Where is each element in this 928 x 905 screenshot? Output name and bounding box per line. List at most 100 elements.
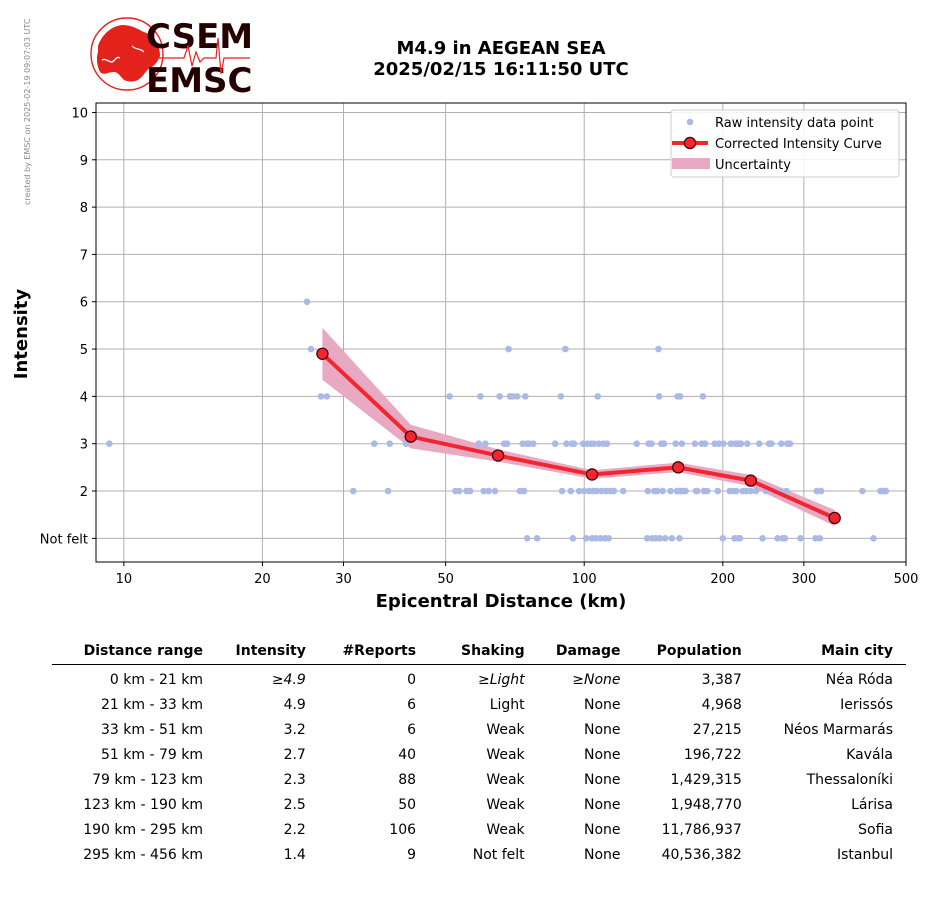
raw-data-point (655, 393, 663, 400)
raw-data-point (371, 440, 378, 448)
col-reports: #Reports (342, 643, 417, 659)
raw-data-point (643, 535, 651, 542)
y-tick-label: 10 (71, 106, 88, 121)
title-line-1: M4.9 in AEGEAN SEA (396, 38, 606, 59)
raw-data-point (661, 535, 669, 542)
raw-data-point (781, 535, 789, 542)
curve-marker (491, 449, 505, 462)
cell-intensity: 3.2 (283, 721, 306, 738)
cell-main-city: Ierissós (840, 696, 893, 713)
raw-data-point (603, 440, 611, 448)
emsc-logo: CSEM EMSC (90, 17, 253, 98)
raw-data-point (505, 345, 512, 353)
cell-intensity: 1.4 (283, 846, 306, 863)
svg-text:CSEM: CSEM (146, 17, 253, 57)
y-tick-label: Not felt (40, 532, 88, 547)
cell-distance-range: 79 km - 123 km (92, 771, 203, 788)
raw-data-point (644, 487, 652, 495)
raw-data-point (533, 535, 541, 542)
raw-data-point (594, 393, 602, 400)
cell-distance-range: 51 km - 79 km (101, 746, 203, 763)
cell-shaking: ≥Light (477, 671, 525, 688)
chart-title: M4.9 in AEGEAN SEA 2025/02/15 16:11:50 U… (330, 38, 672, 80)
raw-data-point (655, 345, 662, 353)
cell-main-city: Sofia (858, 821, 893, 838)
cell-reports: 40 (398, 746, 417, 763)
curve-marker (316, 347, 329, 360)
table-row: 51 km - 79 km 2.7 40 Weak None 196,722 Kavála (52, 742, 906, 767)
raw-data-point (870, 535, 877, 542)
x-tick-label: 50 (437, 572, 454, 587)
raw-data-point (475, 440, 483, 448)
y-tick-label: 8 (80, 201, 88, 216)
raw-data-point (668, 535, 676, 542)
cell-reports: 6 (407, 696, 417, 713)
raw-data-point (678, 440, 686, 448)
cell-damage: None (583, 796, 621, 813)
raw-data-point (752, 487, 760, 495)
raw-data-point (653, 487, 661, 495)
legend-label: Uncertainty (715, 158, 791, 173)
raw-data-point (513, 393, 521, 400)
col-population: Population (656, 643, 742, 659)
cell-population: 40,536,382 (661, 846, 742, 863)
raw-data-point (562, 345, 569, 353)
raw-data-point (563, 440, 570, 448)
raw-data-point (323, 393, 331, 400)
raw-data-point (747, 487, 755, 495)
raw-data-point (598, 487, 605, 495)
raw-data-point (715, 440, 723, 448)
legend-raw-marker (686, 118, 694, 126)
cell-intensity: 2.7 (283, 746, 306, 763)
table-row: 79 km - 123 km 2.3 88 Weak None 1,429,315 Thes… (52, 767, 906, 792)
table-row: 190 km - 295 km 2.2 106 Weak None 11,786,937 S… (52, 817, 906, 842)
cell-shaking: Weak (486, 771, 525, 788)
x-tick-label: 300 (791, 572, 816, 587)
cell-shaking: Weak (486, 796, 525, 813)
table-header-row: Distance range Intensity #Reports Shakin… (52, 640, 906, 665)
raw-data-point (699, 393, 707, 400)
cell-distance-range: 123 km - 190 km (83, 796, 203, 813)
raw-data-point (590, 440, 598, 448)
raw-data-point (317, 393, 325, 400)
raw-data-point (567, 487, 575, 495)
raw-data-point (656, 535, 664, 542)
cell-intensity: 2.2 (283, 821, 306, 838)
raw-data-point (558, 487, 566, 495)
col-main-city: Main city (821, 643, 893, 659)
x-tick-label: 20 (254, 572, 271, 587)
cell-population: 3,387 (701, 671, 742, 688)
raw-points (106, 298, 890, 542)
y-axis-ticks: Not felt 2 3 4 5 6 7 8 9 10 (40, 106, 96, 547)
cell-damage: None (583, 771, 621, 788)
legend-label: Raw intensity data point (715, 116, 874, 131)
raw-data-point (595, 440, 602, 448)
raw-data-point (633, 440, 640, 448)
raw-data-point (520, 487, 528, 495)
raw-data-point (582, 535, 590, 542)
raw-data-point (480, 487, 488, 495)
cell-intensity: 4.9 (283, 696, 306, 713)
raw-data-point (703, 487, 711, 495)
col-distance-range: Distance range (83, 643, 203, 659)
raw-data-point (466, 487, 474, 495)
raw-data-point (402, 440, 410, 448)
uncertainty-area (322, 327, 835, 527)
raw-data-point (610, 487, 618, 495)
raw-data-point (386, 440, 394, 448)
raw-data-point (580, 487, 588, 495)
cell-main-city: Lárisa (851, 796, 893, 813)
raw-data-point (719, 535, 727, 542)
raw-data-point (676, 535, 683, 542)
x-tick-label: 100 (572, 572, 597, 587)
raw-data-point (485, 487, 492, 495)
raw-data-point (569, 535, 577, 542)
y-tick-label: 3 (80, 438, 88, 453)
cell-population: 1,948,770 (670, 796, 742, 813)
cell-reports: 50 (398, 796, 417, 813)
cell-distance-range: 21 km - 33 km (101, 696, 203, 713)
x-tick-label: 500 (894, 572, 919, 587)
cell-shaking: Weak (486, 746, 525, 763)
globe-icon (90, 17, 164, 91)
legend-curve-marker (683, 136, 697, 150)
